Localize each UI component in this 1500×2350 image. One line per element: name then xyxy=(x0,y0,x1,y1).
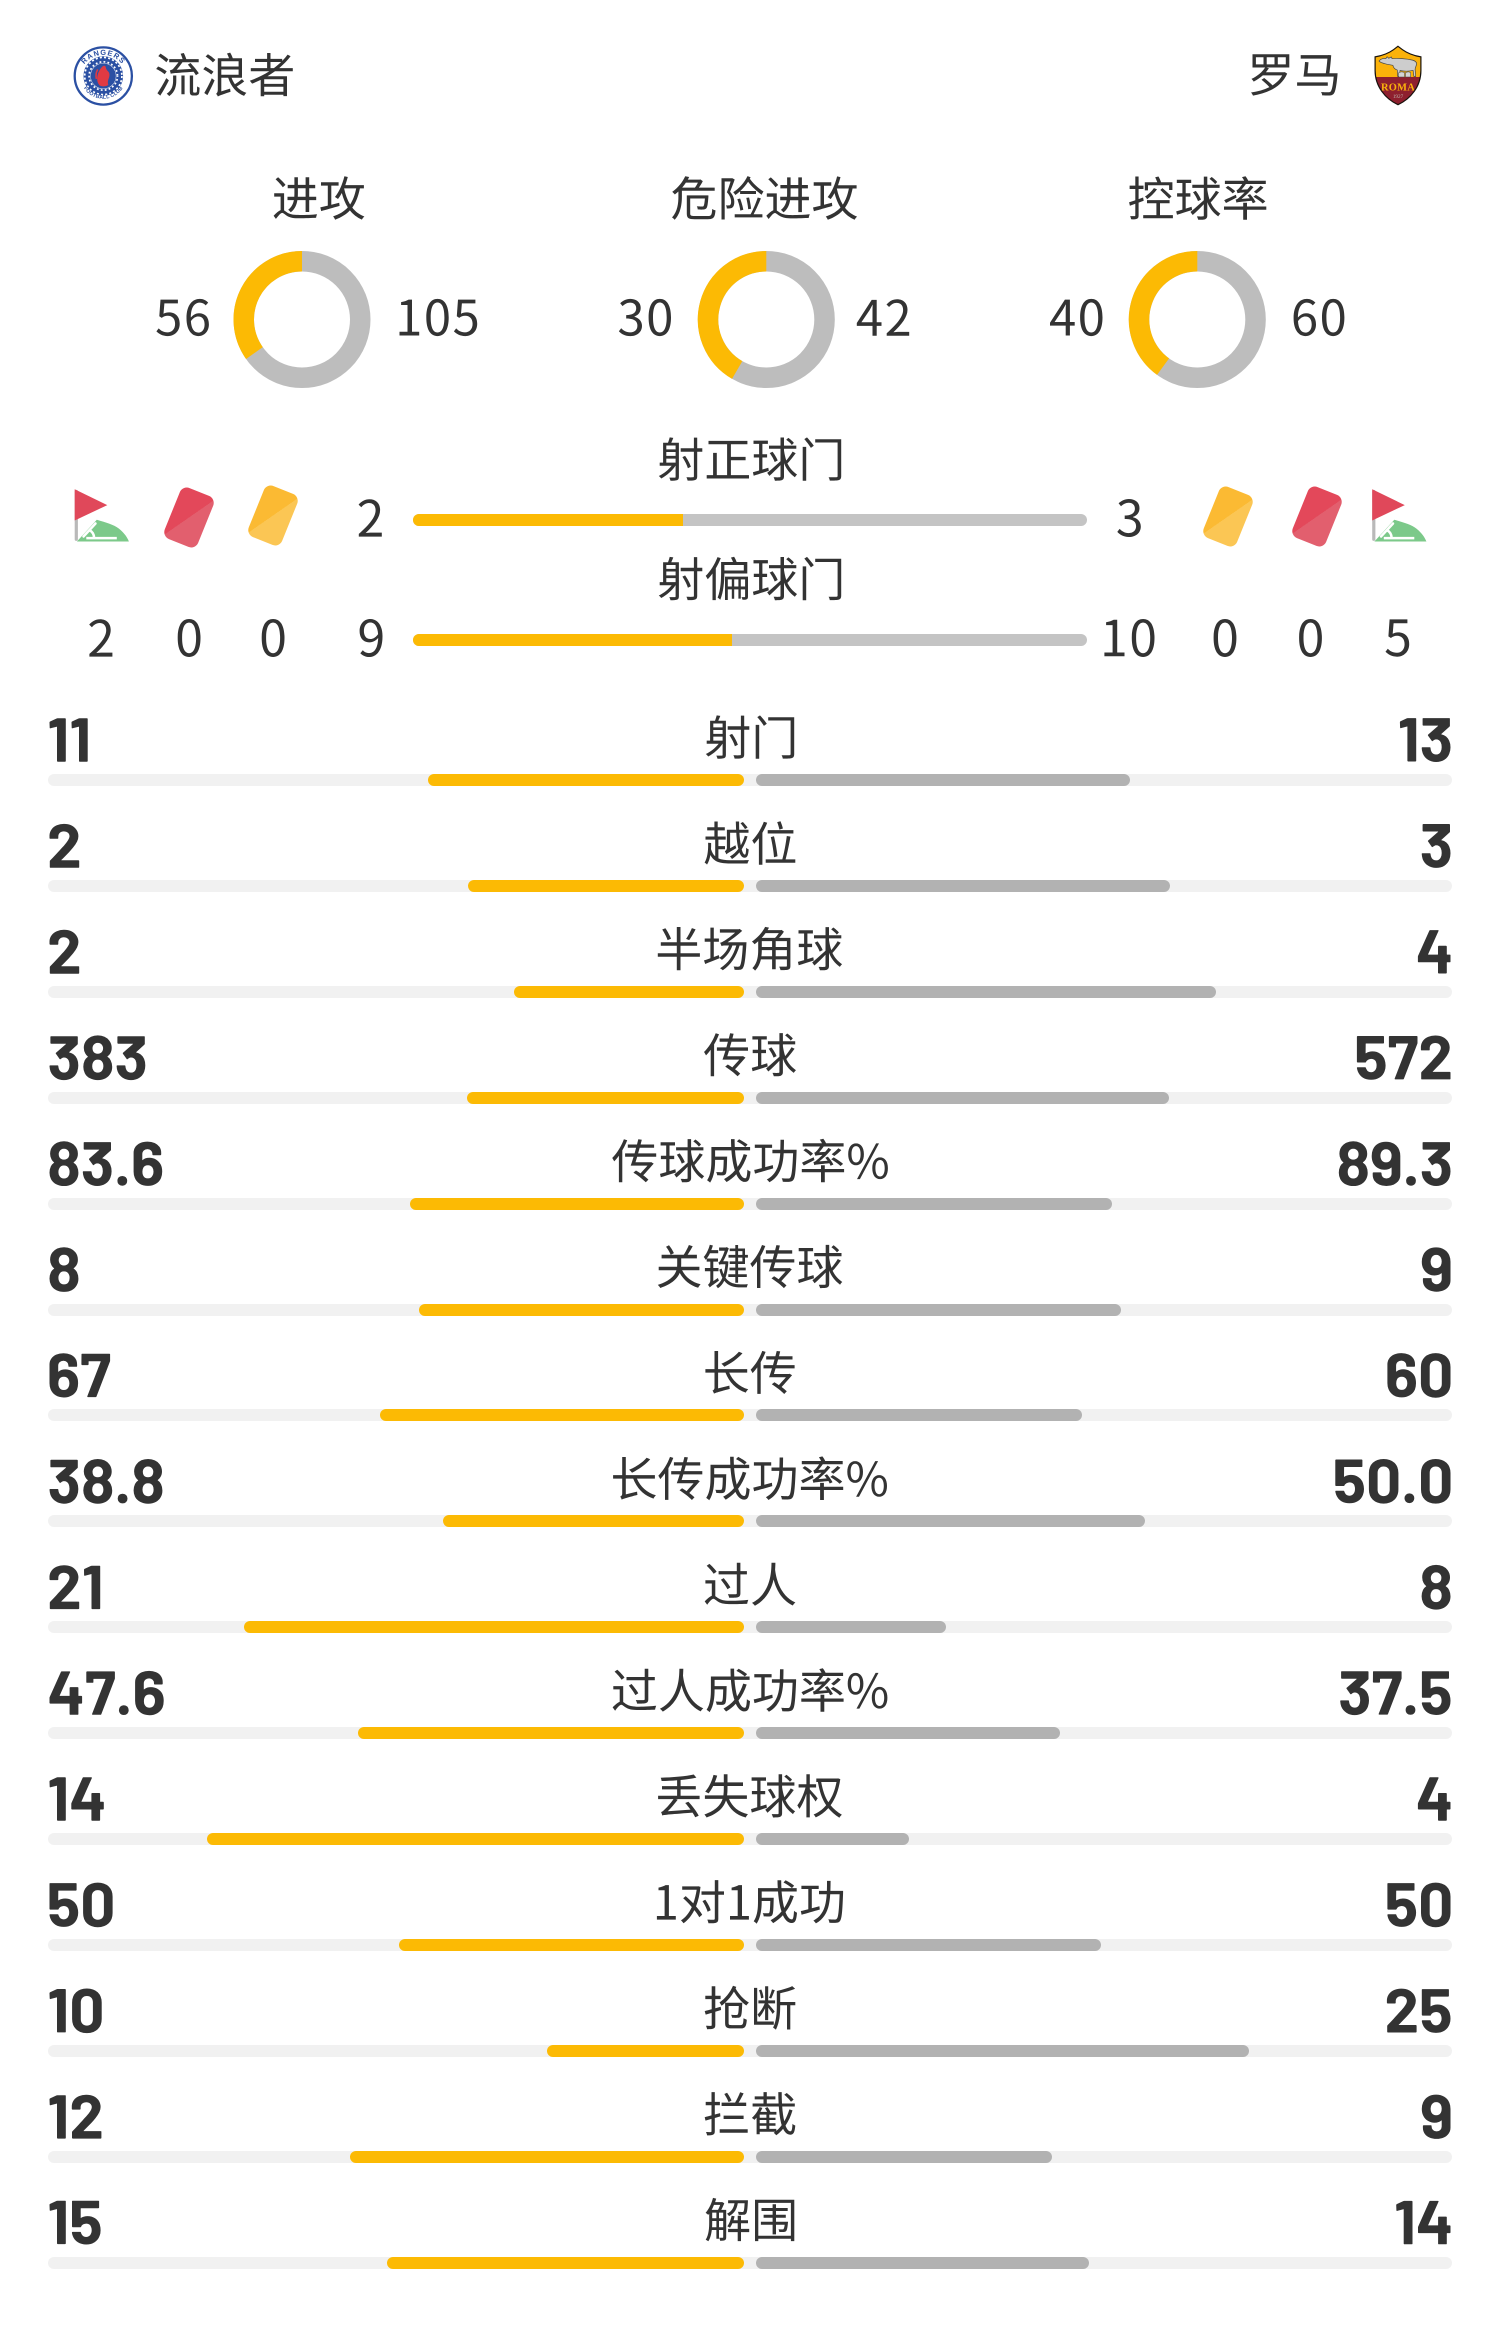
svg-text:ROMA: ROMA xyxy=(1381,83,1415,94)
svg-text:1927: 1927 xyxy=(1393,94,1404,100)
